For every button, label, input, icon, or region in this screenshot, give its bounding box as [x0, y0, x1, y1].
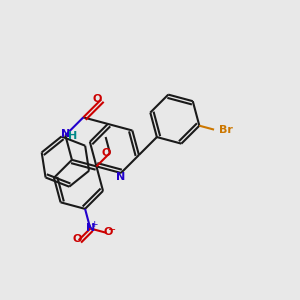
Text: Br: Br [219, 124, 232, 135]
Text: −: − [108, 225, 116, 235]
Text: O: O [72, 234, 82, 244]
Text: N: N [116, 172, 126, 182]
Text: N: N [86, 223, 95, 232]
Text: O: O [103, 227, 112, 237]
Text: H: H [68, 131, 77, 141]
Text: O: O [93, 94, 102, 104]
Text: N: N [61, 129, 70, 139]
Text: O: O [101, 148, 111, 158]
Text: +: + [90, 220, 98, 229]
